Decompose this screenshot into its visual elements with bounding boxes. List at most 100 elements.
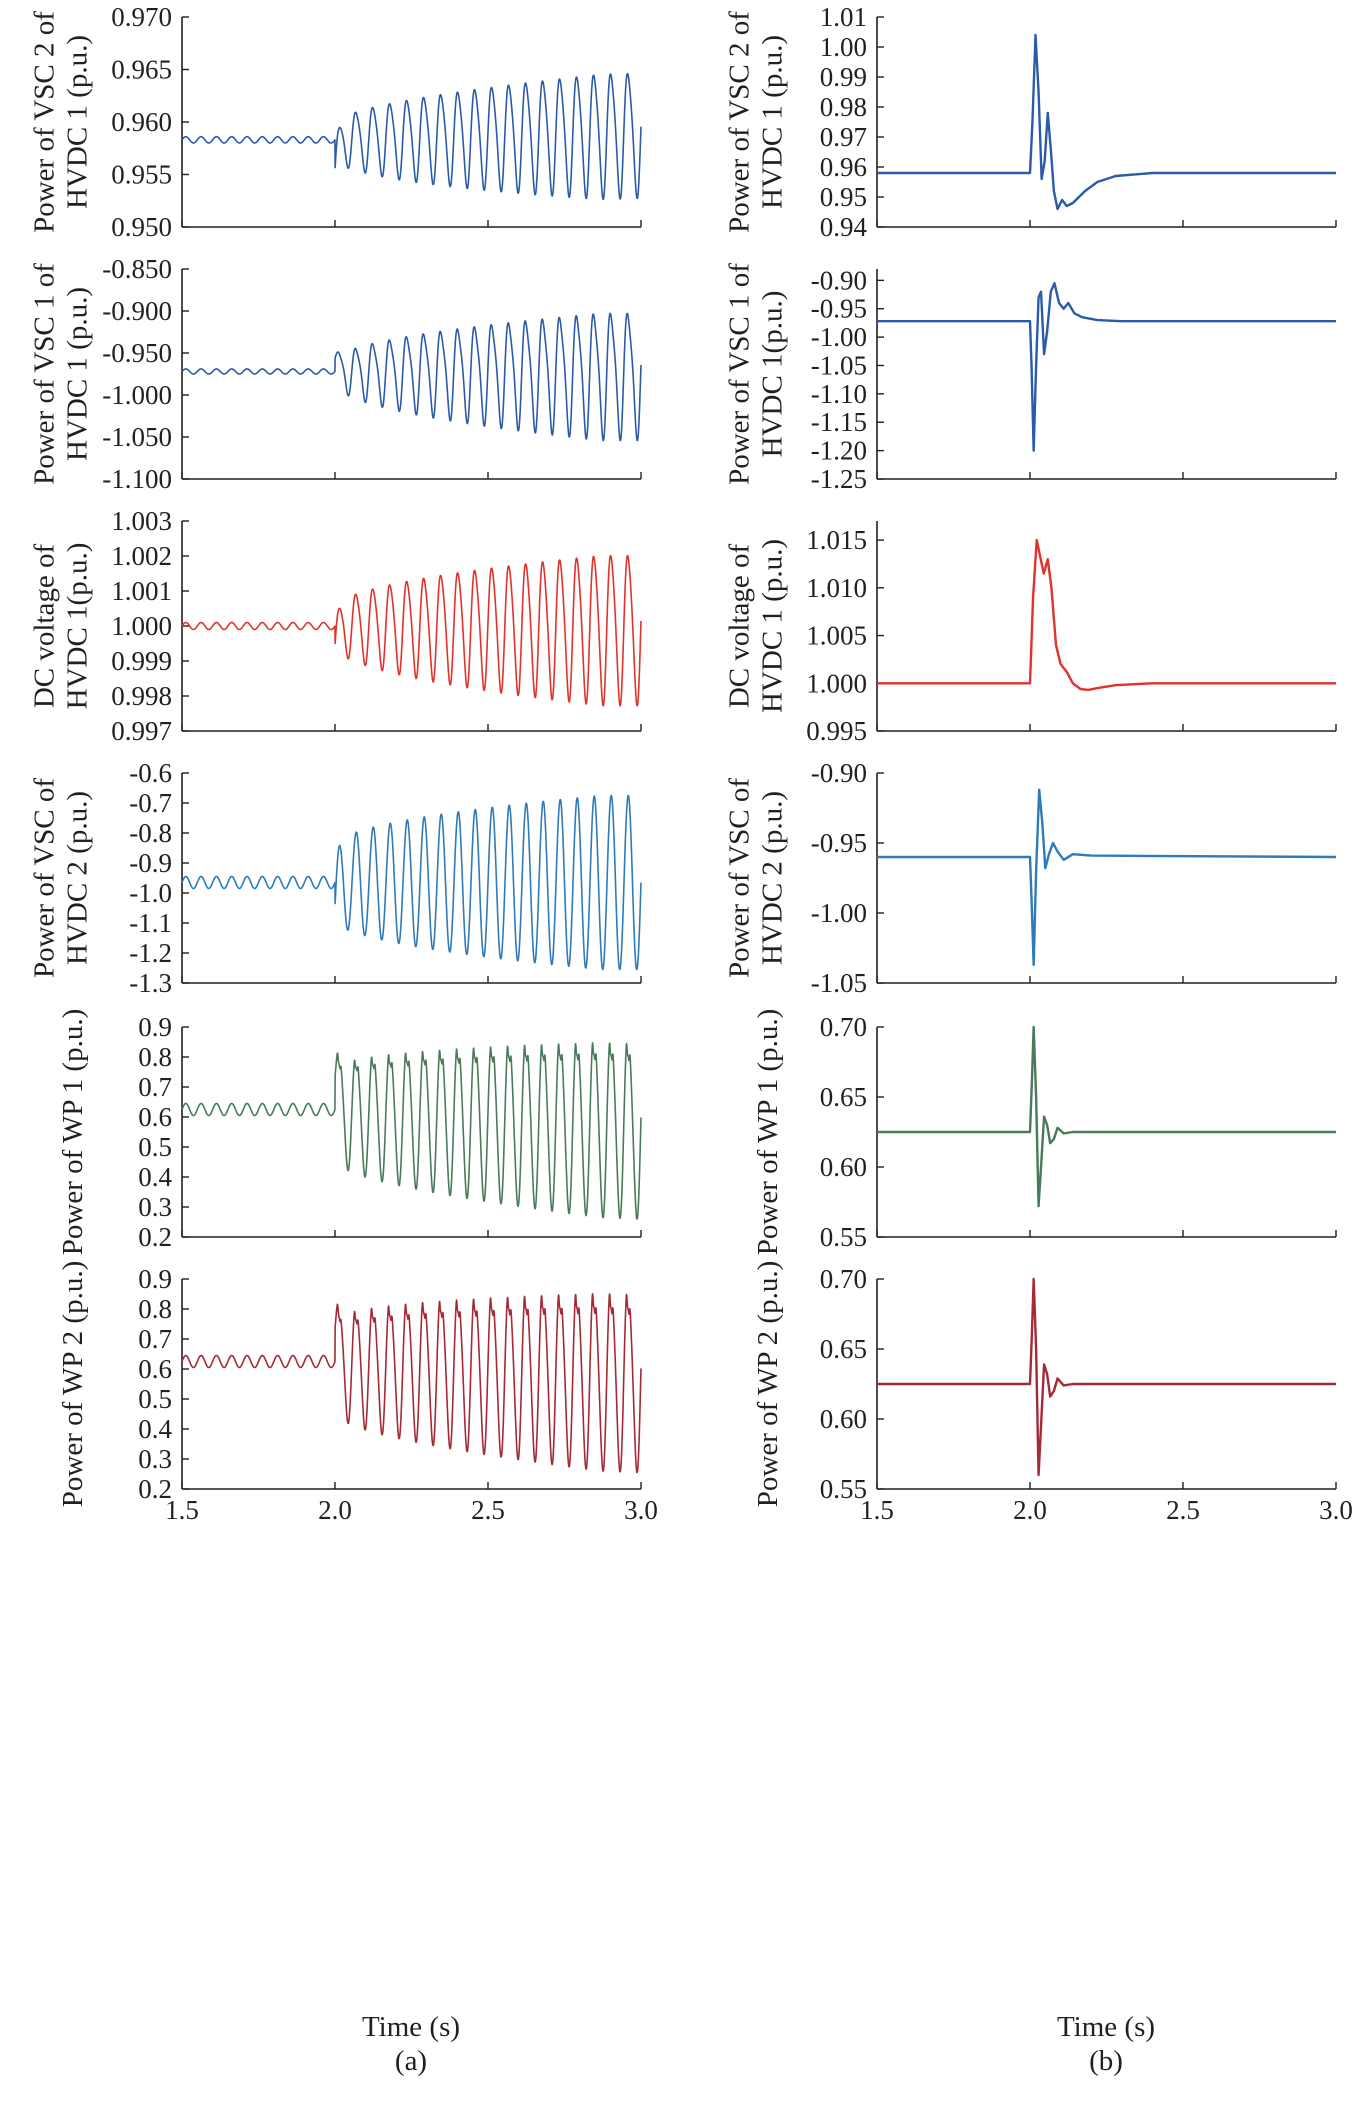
series-line-b6: [877, 1277, 1336, 1477]
series-line-a4: [181, 794, 642, 971]
y-tick-label: 0.70: [820, 1012, 867, 1042]
y-tick-label: 1.002: [111, 541, 172, 571]
series-line-a3: [181, 554, 642, 707]
x-tick-label: 1.5: [165, 1495, 199, 1525]
series-line-b3: [877, 538, 1336, 692]
y-tick-label: -1.15: [811, 407, 867, 437]
y-tick-label: 0.997: [111, 716, 172, 746]
y-tick-label: 0.9: [138, 1012, 172, 1042]
y-tick-label: 0.60: [820, 1152, 867, 1182]
series-line-b1: [877, 33, 1336, 211]
y-tick-label: -1.3: [129, 968, 172, 998]
y-tick-label: -0.900: [102, 296, 172, 326]
series-line-a6: [181, 1292, 642, 1474]
y-tick-label: 0.95: [820, 182, 867, 212]
y-tick-label: -0.850: [102, 254, 172, 284]
y-tick-label: 0.3: [138, 1444, 172, 1474]
y-tick-label: 1.01: [820, 2, 867, 32]
y-tick-label: 1.001: [111, 576, 172, 606]
y-tick-label: -0.950: [102, 338, 172, 368]
x-tick-label: 3.0: [624, 1495, 658, 1525]
y-tick-label: 0.7: [138, 1324, 172, 1354]
y-axis-label: Power of VSC 2 of: [29, 11, 61, 233]
y-tick-label: 0.5: [138, 1384, 172, 1414]
chart-a1: 0.970 0.965 0.960 0.955 0.950 Power of VSC 2 …: [29, 2, 642, 242]
y-tick-label: -0.90: [811, 758, 867, 788]
y-tick-label: -1.05: [811, 350, 867, 380]
y-tick-label: 0.4: [138, 1162, 172, 1192]
y-tick-label: 0.6: [138, 1354, 172, 1384]
series-line-a1: [181, 72, 642, 201]
y-tick-label: -0.95: [811, 294, 867, 324]
chart-b4: -0.90 -0.95 -1.00 -1.05 Power of VSC of HVDC …: [724, 758, 1337, 998]
x-axis-title-left: Time (s): [362, 2011, 460, 2043]
chart-a6: 0.90.80.70.60.50.40.30.21.5 2.0 2.5 3.0 Powe…: [57, 1261, 658, 1525]
y-axis-label: HVDC 1 (p.u.): [62, 35, 94, 209]
y-tick-label: 0.8: [138, 1042, 172, 1072]
y-tick-label: -0.9: [129, 848, 172, 878]
y-axis-label: HVDC 1 (p.u.): [757, 539, 789, 713]
x-tick-label: 2.5: [1166, 1495, 1200, 1525]
x-tick-label: 2.0: [1013, 1495, 1047, 1525]
panel-label-a: (a): [395, 2045, 427, 2077]
y-tick-label: -1.00: [811, 898, 867, 928]
y-tick-label: 1.000: [806, 668, 867, 698]
y-tick-label: 0.5: [138, 1132, 172, 1162]
y-tick-label: 0.70: [820, 1264, 867, 1294]
series-line-b5: [877, 1025, 1336, 1208]
x-tick-label: 2.0: [318, 1495, 352, 1525]
y-tick-label: 0.999: [111, 646, 172, 676]
chart-b2: -0.90-0.95-1.00-1.05-1.10-1.15-1.20-1.25…: [724, 263, 1337, 494]
y-tick-label: -1.25: [811, 464, 867, 494]
y-axis-label: Power of VSC 1 of: [29, 263, 61, 485]
x-tick-label: 1.5: [860, 1495, 894, 1525]
y-tick-label: -0.90: [811, 265, 867, 295]
y-tick-label: -1.20: [811, 436, 867, 466]
y-tick-label: -0.95: [811, 828, 867, 858]
y-tick-label: 0.60: [820, 1404, 867, 1434]
chart-a3: 1.003 1.002 1.001 1.000 0.999 0.998 0.997 DC vo…: [29, 506, 642, 746]
y-tick-label: 0.94: [820, 212, 868, 242]
y-tick-label: -1.100: [102, 464, 172, 494]
y-axis-label: Power of WP 2 (p.u.): [57, 1261, 89, 1507]
y-tick-label: -1.05: [811, 968, 867, 998]
y-tick-label: 0.995: [806, 716, 867, 746]
y-tick-label: 0.2: [138, 1474, 172, 1504]
y-tick-label: 0.98: [820, 92, 867, 122]
chart-b3: 1.015 1.010 1.005 1.000 0.995 DC voltage of HV…: [724, 521, 1337, 746]
y-tick-label: 0.998: [111, 681, 172, 711]
y-tick-label: 0.65: [820, 1082, 867, 1112]
y-tick-label: 1.015: [806, 525, 867, 555]
y-axis-label: Power of WP 1 (p.u.): [57, 1009, 89, 1255]
y-tick-label: 0.965: [111, 55, 172, 85]
y-axis-label: HVDC 1 (p.u.): [757, 35, 789, 209]
chart-a5: 0.90.80.70.60.50.40.30.2 Power of WP 1 (p…: [57, 1009, 642, 1255]
y-tick-label: 0.2: [138, 1222, 172, 1252]
chart-b5: 0.70 0.65 0.60 0.55 Power of WP 1 (p.u.): [752, 1009, 1337, 1255]
y-axis-label: HVDC 1(p.u.): [757, 291, 789, 458]
y-tick-label: 1.000: [111, 611, 172, 641]
y-tick-label: 0.99: [820, 62, 867, 92]
y-tick-label: 0.955: [111, 160, 172, 190]
y-tick-label: 0.9: [138, 1264, 172, 1294]
y-axis-label: Power of WP 1 (p.u.): [752, 1009, 784, 1255]
y-tick-label: -1.00: [811, 322, 867, 352]
y-axis-label: Power of VSC of: [29, 778, 61, 978]
y-tick-label: 1.003: [111, 506, 172, 536]
y-axis-label: HVDC 1(p.u.): [62, 543, 94, 710]
y-tick-label: -1.1: [129, 908, 172, 938]
y-axis-label: Power of VSC of: [724, 778, 756, 978]
y-axis-label: DC voltage of: [29, 544, 61, 709]
x-tick-label: 3.0: [1319, 1495, 1353, 1525]
y-tick-label: 0.960: [111, 107, 172, 137]
y-tick-label: 1.010: [806, 573, 867, 603]
y-tick-label: 0.96: [820, 152, 867, 182]
y-tick-label: 0.7: [138, 1072, 172, 1102]
y-tick-label: 0.97: [820, 122, 867, 152]
y-tick-label: 0.8: [138, 1294, 172, 1324]
chart-b6: 0.70 0.65 0.60 0.551.5 2.0 2.5 3.0 Power of WP …: [752, 1261, 1353, 1525]
y-tick-label: 0.6: [138, 1102, 172, 1132]
y-tick-label: 0.55: [820, 1474, 867, 1504]
y-tick-label: -0.6: [129, 758, 172, 788]
